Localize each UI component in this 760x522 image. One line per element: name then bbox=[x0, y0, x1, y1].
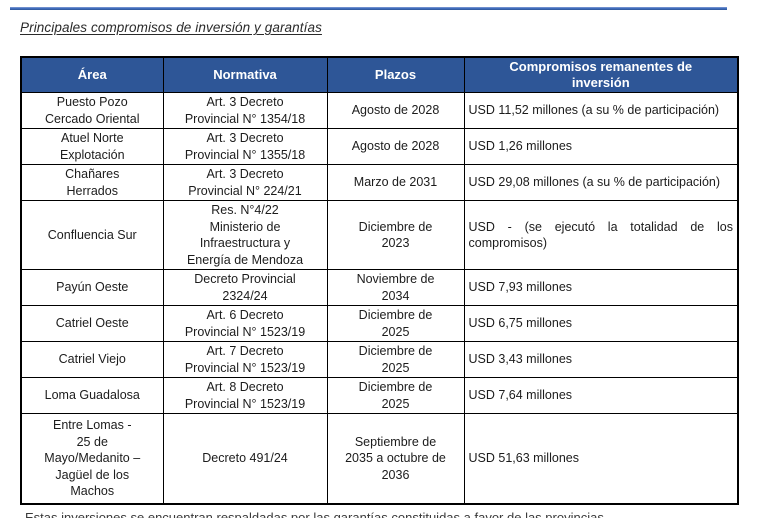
cell-plazos: Septiembre de 2035 a octubre de 2036 bbox=[326, 413, 465, 504]
cell-plazos: Diciembre de 2023 bbox=[326, 200, 465, 270]
column-header-area: Área bbox=[20, 56, 164, 93]
commitments-table: Área Normativa Plazos Compromisos remane… bbox=[20, 56, 739, 505]
cell-compromisos: USD 51,63 millones bbox=[463, 413, 739, 504]
table-row: Catriel Viejo Art. 7 Decreto Provincial … bbox=[20, 341, 739, 378]
column-header-plazos: Plazos bbox=[326, 56, 465, 93]
cell-normativa: Art. 6 Decreto Provincial N° 1523/19 bbox=[162, 305, 328, 342]
cell-normativa: Decreto Provincial 2324/24 bbox=[162, 269, 328, 306]
table-row: Payún Oeste Decreto Provincial 2324/24 N… bbox=[20, 269, 739, 306]
cell-plazos: Agosto de 2028 bbox=[326, 92, 465, 129]
cell-area: Catriel Viejo bbox=[20, 341, 164, 378]
cell-plazos: Noviembre de 2034 bbox=[326, 269, 465, 306]
cell-area: Confluencia Sur bbox=[20, 200, 164, 270]
cell-compromisos: USD 7,64 millones bbox=[463, 377, 739, 414]
cell-compromisos: USD 11,52 millones (a su % de participac… bbox=[463, 92, 739, 129]
cell-normativa: Art. 8 Decreto Provincial N° 1523/19 bbox=[162, 377, 328, 414]
cell-area: Catriel Oeste bbox=[20, 305, 164, 342]
table-row: Chañares Herrados Art. 3 Decreto Provinc… bbox=[20, 164, 739, 201]
cell-plazos: Agosto de 2028 bbox=[326, 128, 465, 165]
column-header-compromisos: Compromisos remanentes de inversión bbox=[463, 56, 739, 93]
cell-area: Atuel Norte Explotación bbox=[20, 128, 164, 165]
cell-area: Loma Guadalosa bbox=[20, 377, 164, 414]
cell-normativa: Art. 7 Decreto Provincial N° 1523/19 bbox=[162, 341, 328, 378]
cell-area: Payún Oeste bbox=[20, 269, 164, 306]
cell-normativa: Art. 3 Decreto Provincial N° 1355/18 bbox=[162, 128, 328, 165]
table-row: Catriel Oeste Art. 6 Decreto Provincial … bbox=[20, 305, 739, 342]
cell-plazos: Marzo de 2031 bbox=[326, 164, 465, 201]
table-header-row: Área Normativa Plazos Compromisos remane… bbox=[20, 56, 739, 93]
column-header-normativa: Normativa bbox=[162, 56, 328, 93]
page-title: Principales compromisos de inversión y g… bbox=[20, 20, 322, 35]
cell-normativa: Res. N°4/22 Ministerio de Infraestructur… bbox=[162, 200, 328, 270]
cell-plazos: Diciembre de 2025 bbox=[326, 341, 465, 378]
cell-compromisos: USD 29,08 millones (a su % de participac… bbox=[463, 164, 739, 201]
cell-compromisos: USD 3,43 millones bbox=[463, 341, 739, 378]
cell-compromisos: USD - (se ejecutó la totalidad de los co… bbox=[463, 200, 739, 270]
table-row: Atuel Norte Explotación Art. 3 Decreto P… bbox=[20, 128, 739, 165]
table-row: Entre Lomas - 25 de Mayo/Medanito – Jagü… bbox=[20, 413, 739, 504]
table-row: Puesto Pozo Cercado Oriental Art. 3 Decr… bbox=[20, 92, 739, 129]
cell-plazos: Diciembre de 2025 bbox=[326, 377, 465, 414]
cell-compromisos: USD 6,75 millones bbox=[463, 305, 739, 342]
cell-compromisos: USD 7,93 millones bbox=[463, 269, 739, 306]
cell-area: Puesto Pozo Cercado Oriental bbox=[20, 92, 164, 129]
cell-normativa: Decreto 491/24 bbox=[162, 413, 328, 504]
clipped-paragraph: Estas inversiones se encuentran respalda… bbox=[25, 510, 604, 518]
cell-plazos: Diciembre de 2025 bbox=[326, 305, 465, 342]
cell-area: Entre Lomas - 25 de Mayo/Medanito – Jagü… bbox=[20, 413, 164, 504]
table-row: Loma Guadalosa Art. 8 Decreto Provincial… bbox=[20, 377, 739, 414]
cell-area: Chañares Herrados bbox=[20, 164, 164, 201]
cell-normativa: Art. 3 Decreto Provincial N° 224/21 bbox=[162, 164, 328, 201]
top-horizontal-rule bbox=[10, 7, 727, 10]
cell-compromisos: USD 1,26 millones bbox=[463, 128, 739, 165]
table-row: Confluencia Sur Res. N°4/22 Ministerio d… bbox=[20, 200, 739, 270]
cell-normativa: Art. 3 Decreto Provincial N° 1354/18 bbox=[162, 92, 328, 129]
